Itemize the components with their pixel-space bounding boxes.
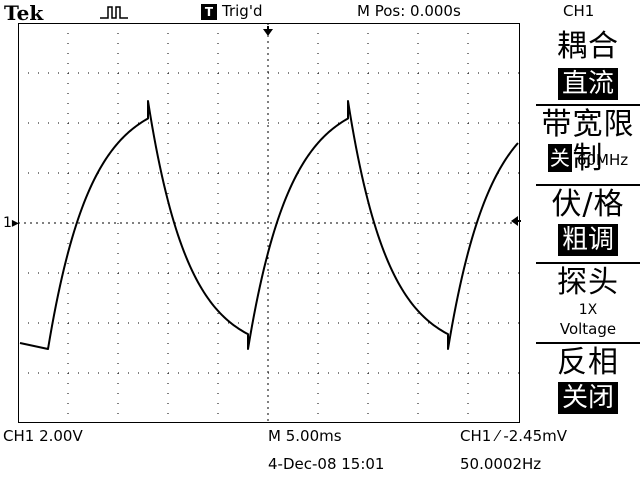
- invert-title: 反相: [557, 345, 619, 380]
- frequency-readout: 50.0002Hz: [460, 455, 542, 473]
- graticule-grid: [18, 23, 520, 423]
- menu-divider: [536, 342, 640, 344]
- ch1-ground-marker: 1▸: [3, 215, 19, 231]
- brand-logo: Tek: [4, 1, 44, 25]
- top-status-bar: Tek T Trig'd M Pos: 0.000s CH1: [0, 0, 640, 25]
- volts-div-title: 伏/格: [551, 187, 625, 222]
- volts-div-value[interactable]: 粗调: [557, 224, 618, 256]
- ch1-scale-readout: CH1 2.00V: [3, 427, 83, 445]
- trigger-level-icon: [509, 215, 521, 231]
- bandwidth-value: 60MHz: [576, 151, 629, 169]
- active-channel-label: CH1: [563, 2, 595, 20]
- trigger-readout: CH1 ⁄ -2.45mV: [460, 427, 568, 445]
- probe-mode[interactable]: Voltage: [559, 320, 617, 338]
- invert-option[interactable]: 关闭: [536, 382, 640, 414]
- coupling-title: 耦合: [557, 29, 619, 64]
- probe-attenuation[interactable]: 1X: [578, 302, 598, 318]
- probe-title: 探头: [557, 265, 619, 300]
- menu-divider: [536, 184, 640, 186]
- bandwidth-state[interactable]: 关: [547, 144, 572, 172]
- date-time-readout: 4-Dec-08 15:01: [268, 455, 385, 473]
- ch1-marker-arrow-icon: ▸: [11, 215, 19, 231]
- ch1-marker-label: 1: [3, 215, 12, 231]
- menu-divider: [536, 104, 640, 106]
- trigger-edge-icon: [100, 6, 128, 19]
- menu-divider: [536, 262, 640, 264]
- ch1-waveform-trace: [19, 100, 519, 350]
- waveform-graticule[interactable]: [18, 23, 520, 423]
- invert-value[interactable]: 关闭: [557, 382, 618, 414]
- volts-div-option[interactable]: 粗调: [536, 224, 640, 256]
- coupling-option[interactable]: 直流: [536, 68, 640, 100]
- main-position-readout: M Pos: 0.000s: [357, 2, 461, 20]
- trigger-state-label: Trig'd: [222, 2, 263, 20]
- channel-side-menu: 耦合 直流 带宽限制 关 60MHz 伏/格 粗调 探头 1X Voltage …: [536, 24, 640, 426]
- coupling-value[interactable]: 直流: [557, 68, 618, 100]
- bandwidth-limit-option[interactable]: 关 60MHz: [536, 144, 640, 172]
- trigger-position-icon: [262, 23, 274, 42]
- trigger-state-badge: T: [201, 4, 217, 20]
- bandwidth-limit-title: 带宽限制: [541, 107, 635, 176]
- timebase-readout: M 5.00ms: [268, 427, 342, 445]
